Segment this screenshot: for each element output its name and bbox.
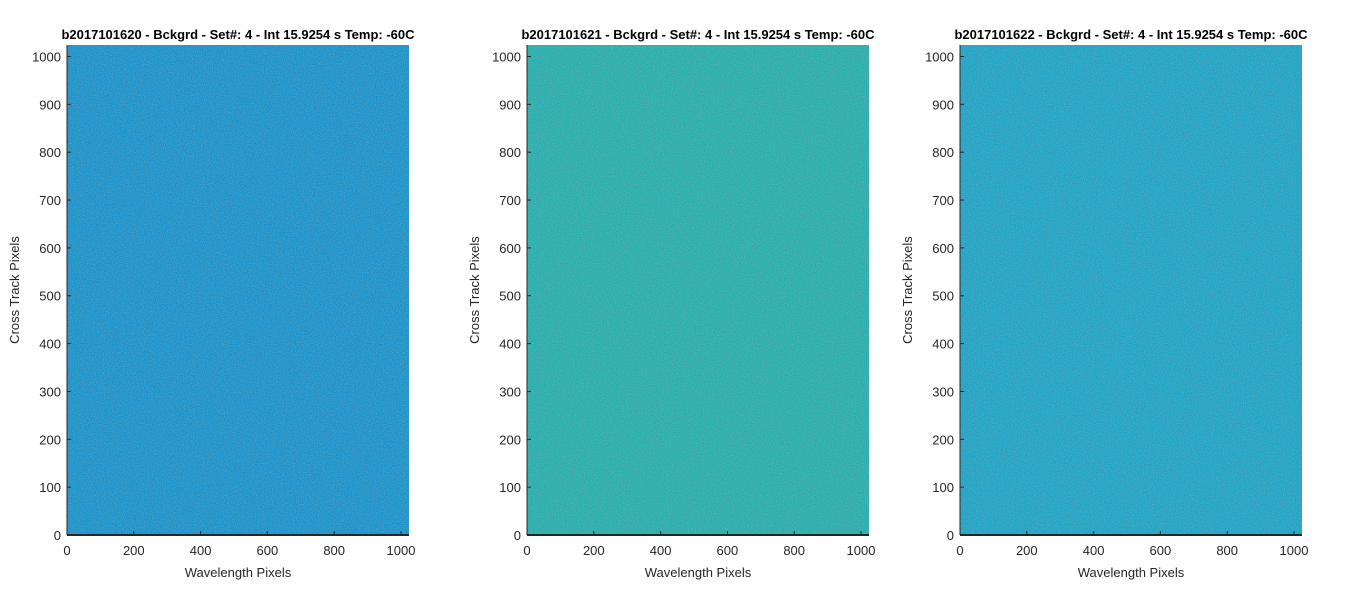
x-tick-label: 400 (190, 543, 212, 558)
x-tick-label: 800 (1216, 543, 1238, 558)
heatmap-noise (960, 45, 1302, 535)
chart-title: b2017101621 - Bckgrd - Set#: 4 - Int 15.… (521, 27, 875, 42)
x-axis-label: Wavelength Pixels (1078, 565, 1185, 580)
y-axis-label: Cross Track Pixels (467, 236, 482, 344)
chart-title: b2017101622 - Bckgrd - Set#: 4 - Int 15.… (954, 27, 1308, 42)
x-tick-label: 1000 (1280, 543, 1309, 558)
y-tick-label: 500 (39, 289, 61, 304)
x-tick-label: 600 (257, 543, 279, 558)
chart-panel-1: b2017101620 - Bckgrd - Set#: 4 - Int 15.… (7, 27, 415, 580)
y-tick-label: 800 (932, 145, 954, 160)
x-tick-label: 600 (717, 543, 739, 558)
y-tick-label: 500 (499, 289, 521, 304)
y-tick-label: 800 (39, 145, 61, 160)
chart-panel-2: b2017101621 - Bckgrd - Set#: 4 - Int 15.… (467, 27, 875, 580)
x-axis-label: Wavelength Pixels (645, 565, 752, 580)
chart-title: b2017101620 - Bckgrd - Set#: 4 - Int 15.… (61, 27, 415, 42)
y-tick-label: 900 (932, 97, 954, 112)
y-tick-label: 600 (499, 241, 521, 256)
y-tick-label: 500 (932, 289, 954, 304)
y-tick-label: 900 (39, 97, 61, 112)
y-tick-label: 100 (499, 480, 521, 495)
y-tick-label: 300 (932, 384, 954, 399)
y-tick-label: 0 (54, 528, 61, 543)
y-tick-label: 400 (932, 337, 954, 352)
heatmap-noise (67, 45, 409, 535)
x-tick-label: 1000 (847, 543, 876, 558)
x-tick-label: 800 (783, 543, 805, 558)
y-tick-label: 0 (514, 528, 521, 543)
y-tick-label: 700 (499, 193, 521, 208)
y-tick-label: 700 (932, 193, 954, 208)
y-tick-label: 1000 (925, 49, 954, 64)
y-tick-label: 400 (39, 337, 61, 352)
y-tick-label: 200 (932, 432, 954, 447)
y-tick-label: 200 (39, 432, 61, 447)
heatmap-noise (527, 45, 869, 535)
y-tick-label: 800 (499, 145, 521, 160)
y-axis-label: Cross Track Pixels (900, 236, 915, 344)
y-tick-label: 200 (499, 432, 521, 447)
y-tick-label: 600 (932, 241, 954, 256)
y-tick-label: 1000 (32, 49, 61, 64)
x-tick-label: 1000 (387, 543, 416, 558)
x-tick-label: 800 (323, 543, 345, 558)
x-tick-label: 600 (1150, 543, 1172, 558)
x-tick-label: 0 (956, 543, 963, 558)
x-axis-label: Wavelength Pixels (185, 565, 292, 580)
x-tick-label: 200 (583, 543, 605, 558)
y-tick-label: 700 (39, 193, 61, 208)
x-tick-label: 200 (1016, 543, 1038, 558)
chart-panel-3: b2017101622 - Bckgrd - Set#: 4 - Int 15.… (900, 27, 1308, 580)
y-tick-label: 600 (39, 241, 61, 256)
x-tick-label: 0 (523, 543, 530, 558)
y-tick-label: 300 (39, 384, 61, 399)
y-tick-label: 400 (499, 337, 521, 352)
x-tick-label: 200 (123, 543, 145, 558)
y-tick-label: 100 (932, 480, 954, 495)
y-tick-label: 900 (499, 97, 521, 112)
y-axis-label: Cross Track Pixels (7, 236, 22, 344)
y-tick-label: 1000 (492, 49, 521, 64)
y-tick-label: 300 (499, 384, 521, 399)
x-tick-label: 400 (1083, 543, 1105, 558)
y-tick-label: 0 (947, 528, 954, 543)
x-tick-label: 400 (650, 543, 672, 558)
y-tick-label: 100 (39, 480, 61, 495)
x-tick-label: 0 (63, 543, 70, 558)
